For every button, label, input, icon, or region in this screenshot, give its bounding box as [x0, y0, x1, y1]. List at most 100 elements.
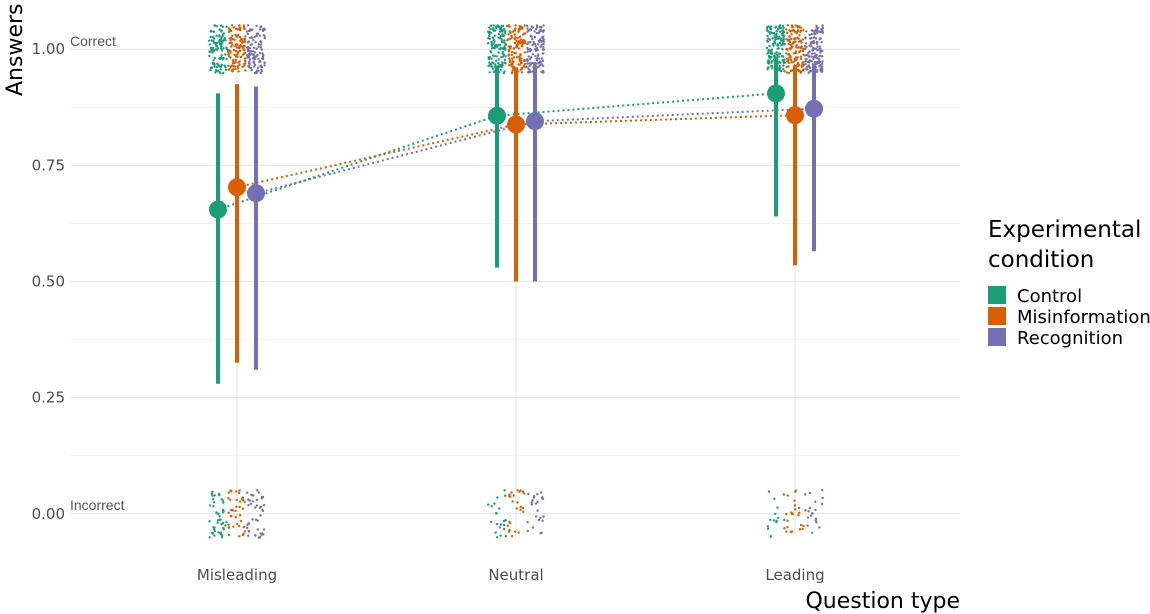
- jitter-point-incorrect: [508, 493, 511, 496]
- mean-point: [507, 115, 525, 134]
- mean-point: [228, 178, 246, 197]
- jitter-point-correct: [815, 56, 818, 59]
- jitter-point-correct: [816, 45, 819, 48]
- jitter-point-correct: [529, 34, 532, 37]
- jitter-point-correct: [246, 32, 249, 36]
- jitter-point-correct: [821, 29, 824, 32]
- jitter-point-correct: [785, 28, 788, 31]
- jitter-point-correct: [537, 31, 541, 35]
- jitter-point-incorrect: [522, 510, 525, 514]
- mean-point: [526, 112, 544, 131]
- jitter-point-correct: [542, 64, 545, 68]
- jitter-point-correct: [214, 71, 217, 74]
- jitter-point-incorrect: [806, 516, 810, 519]
- jitter-point-correct: [820, 65, 824, 68]
- jitter-point-correct: [770, 48, 774, 51]
- jitter-point-correct: [801, 69, 804, 72]
- jitter-point-correct: [246, 24, 250, 27]
- jitter-point-correct: [208, 43, 211, 46]
- jitter-point-correct: [808, 70, 811, 73]
- jitter-point-correct: [812, 47, 815, 50]
- legend-swatch-control: [988, 286, 1006, 304]
- jitter-point-correct: [243, 64, 246, 68]
- jitter-point-correct: [801, 38, 804, 41]
- jitter-point-incorrect: [782, 493, 786, 496]
- jitter-point-correct: [242, 24, 246, 27]
- mean-point: [767, 84, 785, 103]
- jitter-point-correct: [507, 24, 511, 27]
- jitter-point-correct: [507, 53, 511, 56]
- jitter-point-correct: [228, 41, 231, 45]
- jitter-point-correct: [487, 37, 490, 40]
- jitter-point-incorrect: [255, 498, 259, 502]
- jitter-point-correct: [790, 33, 793, 36]
- jitter-point-incorrect: [508, 495, 511, 498]
- jitter-point-correct: [804, 60, 807, 63]
- jitter-point-incorrect: [774, 512, 777, 516]
- jitter-point-correct: [771, 37, 774, 40]
- jitter-point-correct: [209, 66, 212, 70]
- jitter-point-correct: [526, 50, 529, 53]
- jitter-point-correct: [236, 52, 239, 56]
- jitter-point-correct: [520, 67, 524, 70]
- jitter-point-correct: [497, 36, 500, 39]
- jitter-point-correct: [243, 37, 246, 41]
- jitter-point-incorrect: [260, 533, 263, 536]
- jitter-point-correct: [542, 71, 545, 74]
- jitter-points: [208, 24, 825, 539]
- jitter-point-correct: [245, 30, 249, 33]
- jitter-point-incorrect: [213, 494, 216, 497]
- jitter-point-correct: [258, 51, 262, 55]
- jitter-point-correct: [236, 55, 239, 58]
- jitter-point-correct: [820, 55, 824, 58]
- jitter-point-incorrect: [772, 519, 776, 522]
- jitter-point-correct: [241, 39, 244, 42]
- jitter-point-correct: [229, 56, 232, 59]
- jitter-point-correct: [519, 38, 523, 41]
- legend-swatch-misinformation: [988, 307, 1006, 325]
- jitter-point-correct: [805, 30, 808, 33]
- jitter-point-correct: [208, 39, 211, 42]
- jitter-point-correct: [252, 60, 255, 63]
- jitter-point-correct: [537, 57, 541, 60]
- jitter-point-correct: [800, 41, 803, 44]
- jitter-point-correct: [491, 54, 495, 57]
- jitter-point-correct: [260, 48, 263, 51]
- jitter-point-correct: [540, 70, 543, 74]
- jitter-point-correct: [535, 31, 538, 35]
- jitter-point-correct: [778, 69, 781, 72]
- jitter-point-incorrect: [218, 494, 221, 497]
- jitter-point-correct: [508, 30, 512, 33]
- jitter-point-correct: [534, 45, 537, 48]
- jitter-point-correct: [219, 24, 223, 27]
- jitter-point-incorrect: [776, 506, 779, 509]
- jitter-point-correct: [494, 43, 498, 47]
- jitter-point-correct: [818, 45, 822, 48]
- jitter-point-correct: [257, 43, 260, 46]
- jitter-point-correct: [234, 33, 237, 36]
- jitter-point-correct: [218, 28, 221, 31]
- jitter-point-correct: [810, 33, 813, 36]
- jitter-point-correct: [781, 59, 784, 62]
- jitter-point-correct: [488, 71, 491, 74]
- jitter-point-correct: [773, 40, 776, 43]
- jitter-point-correct: [238, 24, 241, 27]
- jitter-point-correct: [811, 29, 814, 32]
- jitter-point-correct: [542, 24, 545, 27]
- jitter-point-incorrect: [251, 518, 254, 521]
- jitter-point-correct: [805, 68, 809, 71]
- jitter-point-correct: [232, 26, 235, 29]
- jitter-point-correct: [817, 57, 821, 61]
- jitter-point-incorrect: [791, 512, 794, 516]
- jitter-point-correct: [786, 24, 790, 27]
- jitter-point-incorrect: [256, 489, 259, 492]
- jitter-point-correct: [815, 26, 818, 29]
- jitter-point-correct: [517, 27, 520, 31]
- jitter-point-correct: [802, 53, 805, 56]
- jitter-point-correct: [250, 36, 254, 39]
- jitter-point-correct: [250, 69, 253, 72]
- jitter-point-correct: [510, 34, 513, 38]
- jitter-point-correct: [808, 33, 811, 37]
- jitter-point-correct: [520, 71, 524, 74]
- jitter-point-correct: [776, 28, 780, 31]
